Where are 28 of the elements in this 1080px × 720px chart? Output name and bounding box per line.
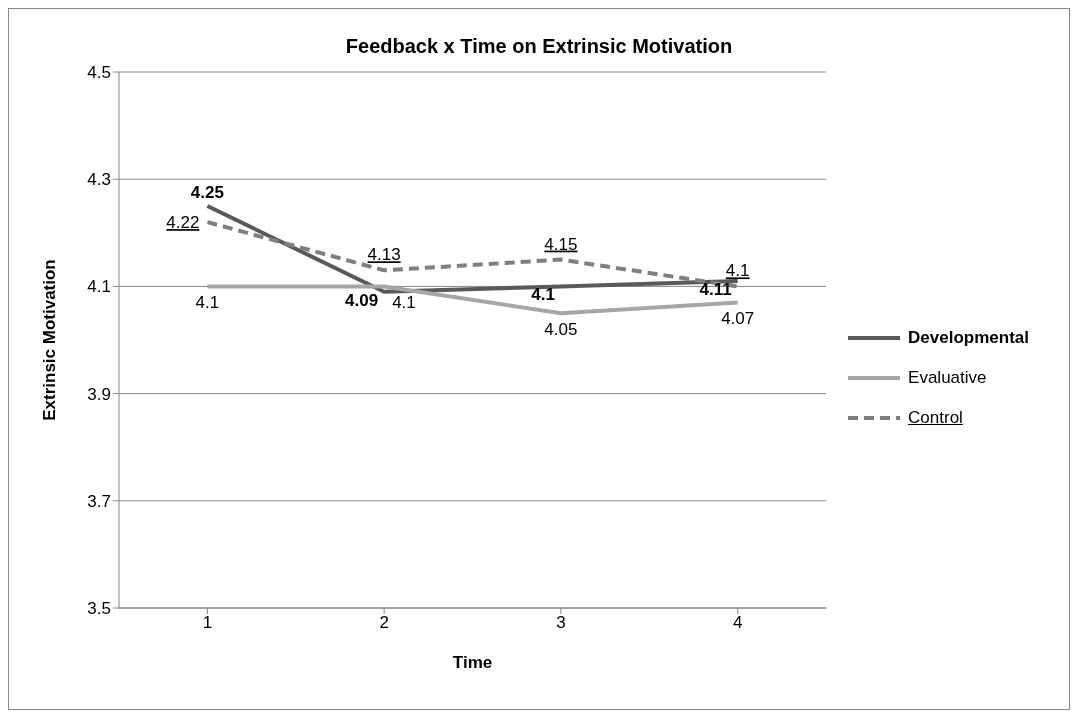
data-label: 4.1: [392, 293, 416, 313]
data-label: 4.09: [345, 290, 379, 310]
y-tick-label: 3.5: [87, 599, 111, 619]
y-tick-label: 3.9: [87, 384, 111, 404]
x-axis-title: Time: [452, 653, 493, 672]
legend-label: Evaluative: [908, 368, 987, 388]
data-label: 4.15: [544, 234, 578, 254]
x-tick-label: 3: [556, 613, 566, 633]
x-tick-label: 2: [379, 613, 389, 633]
y-tick-label: 4.1: [87, 277, 111, 297]
legend-label: Control: [908, 408, 963, 428]
y-tick-label: 4.5: [87, 63, 111, 83]
data-label: 4.1: [725, 261, 750, 281]
chart-title: Feedback x Time on Extrinsic Motivation: [344, 35, 734, 58]
x-tick-label: 4: [732, 613, 743, 633]
y-tick-label: 4.3: [87, 170, 111, 190]
data-label: 4.11: [699, 280, 732, 300]
data-label: 4.22: [166, 213, 200, 233]
x-tick-label: 1: [202, 613, 213, 633]
data-label: 4.07: [721, 309, 755, 329]
y-tick-label: 3.7: [87, 491, 111, 511]
data-label: 4.13: [367, 245, 401, 265]
data-label: 4.25: [190, 183, 224, 202]
data-label: 4.1: [531, 285, 555, 305]
data-label: 4.1: [195, 293, 220, 313]
data-label: 4.05: [544, 320, 578, 340]
y-axis-title: Extrinsic Motivation: [40, 259, 60, 421]
legend-label: Developmental: [908, 328, 1029, 348]
